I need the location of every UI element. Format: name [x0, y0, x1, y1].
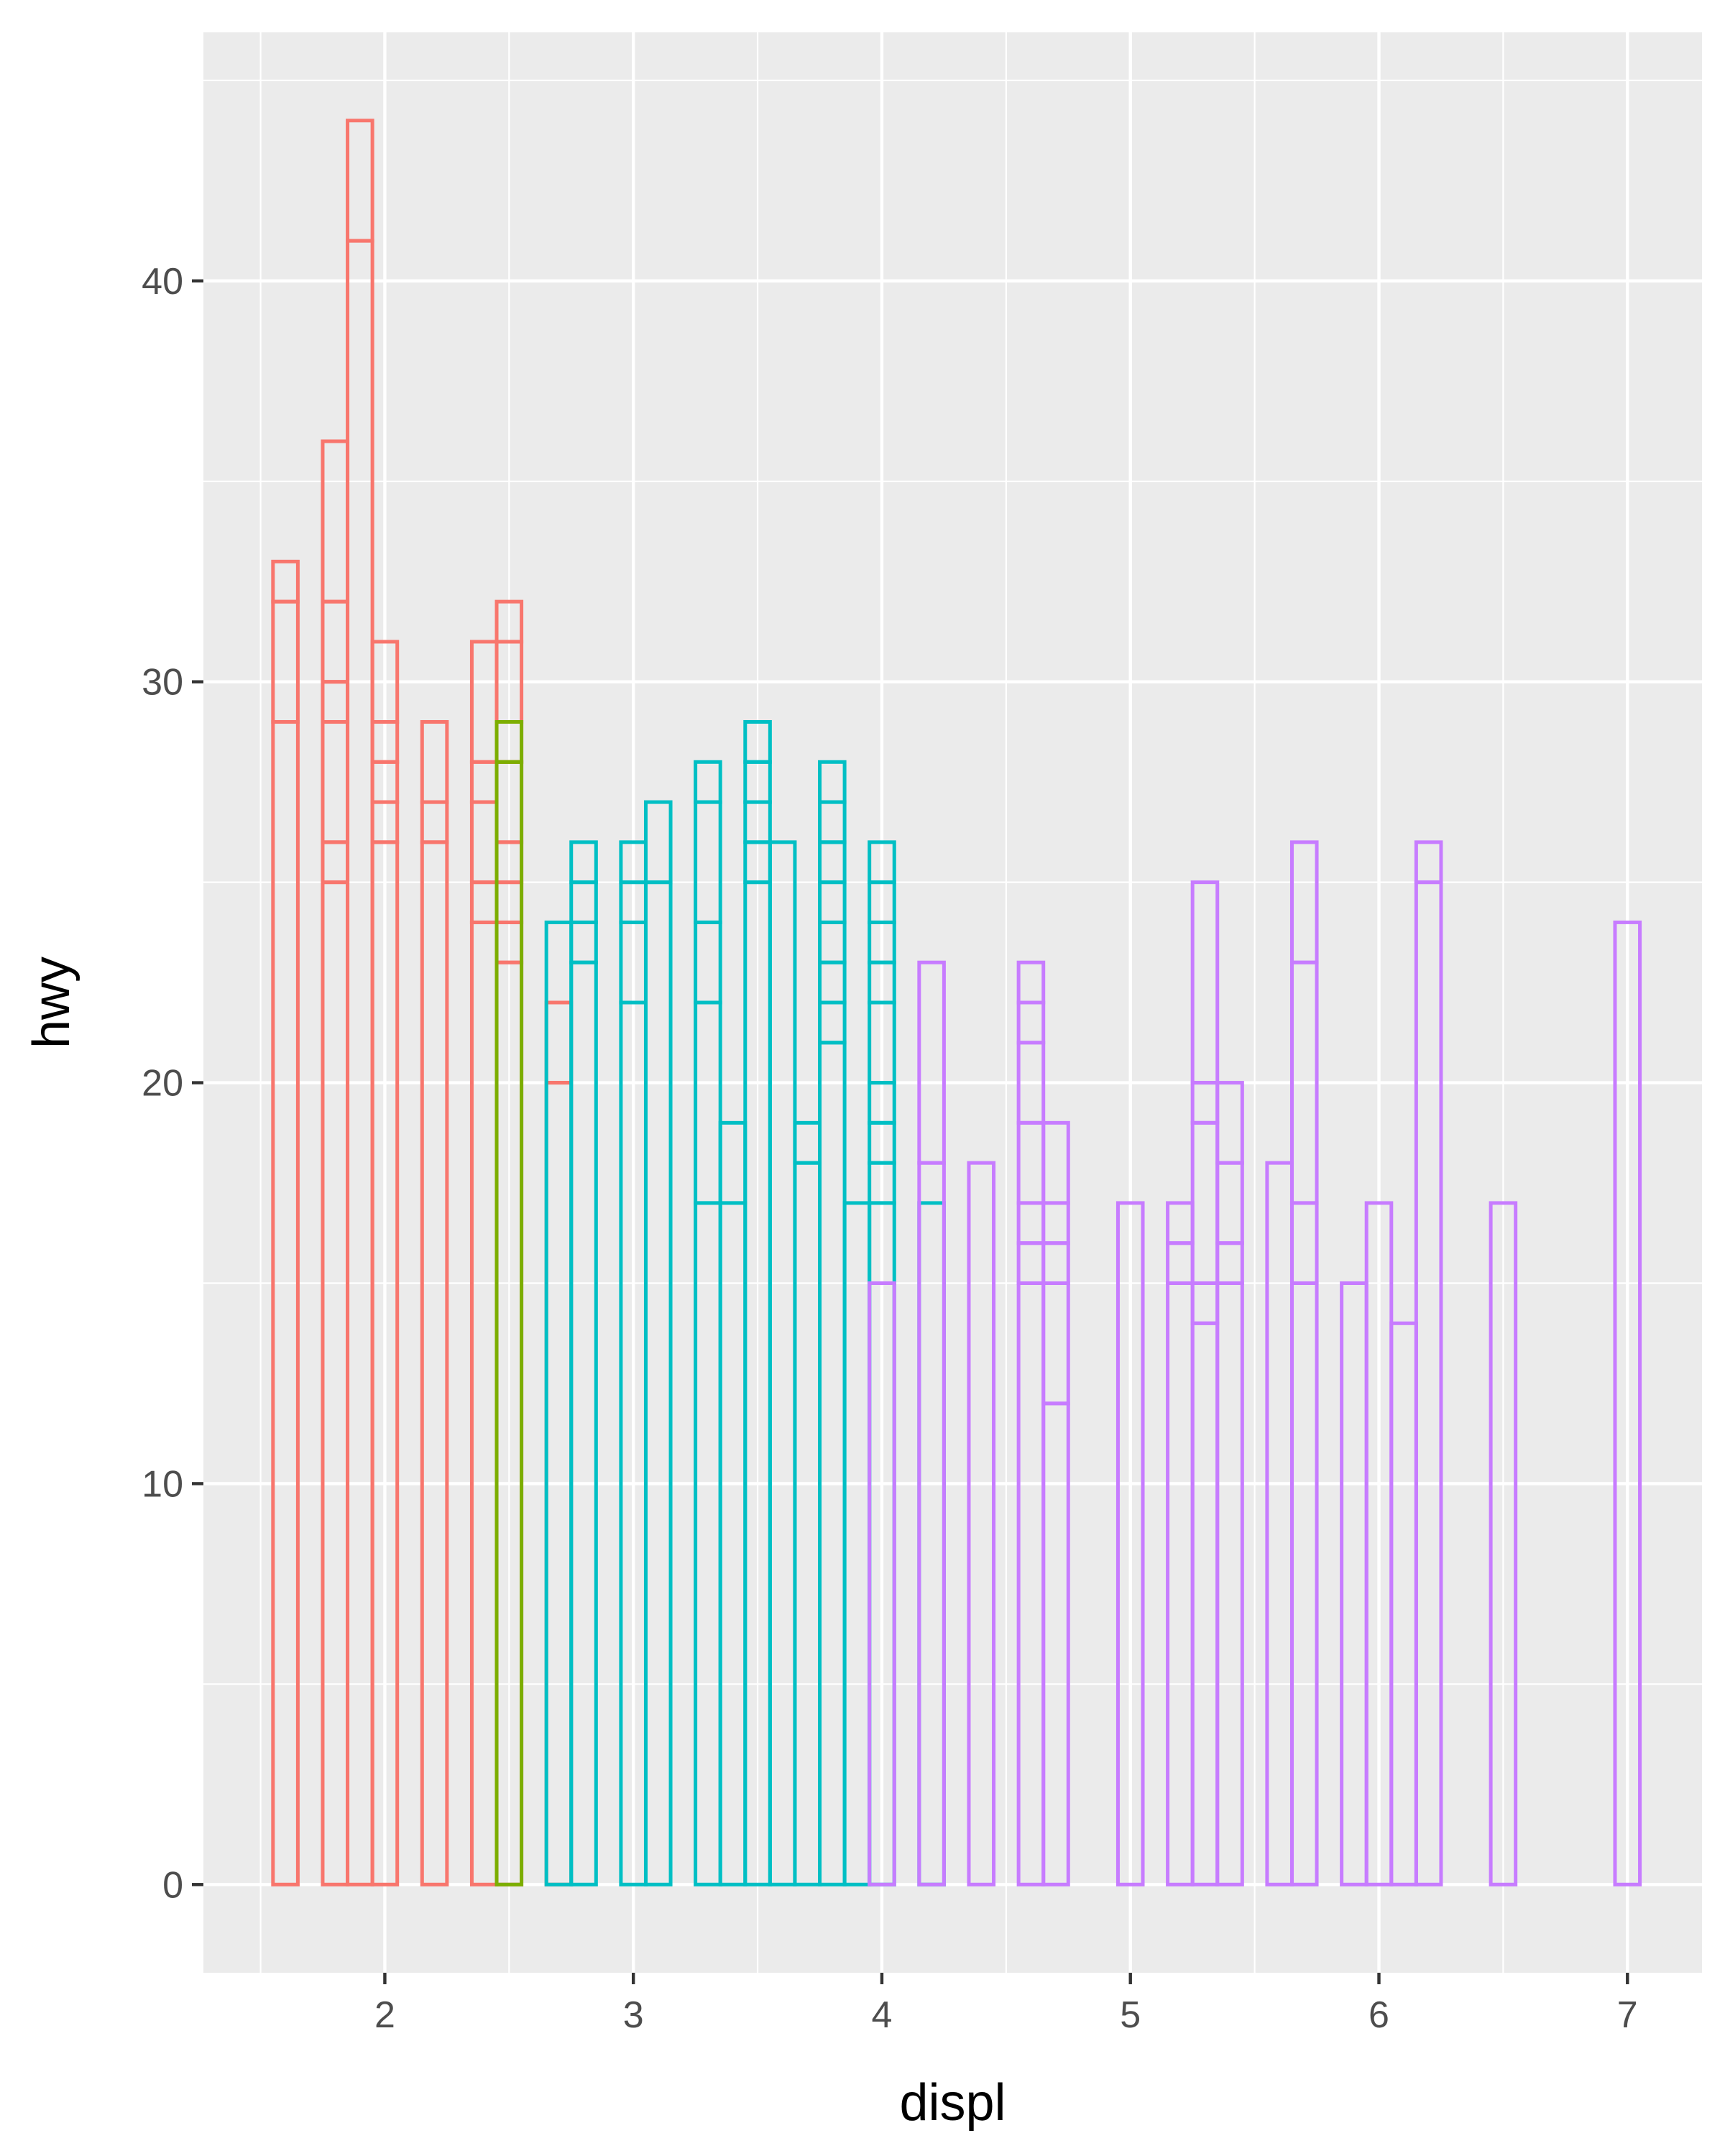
bar-segment	[1016, 960, 1046, 1005]
bar-segment	[271, 559, 300, 604]
bar-segment	[917, 960, 946, 1165]
bar-segment	[494, 599, 524, 644]
bar-segment	[818, 760, 847, 804]
x-tick-label: 4	[871, 1994, 892, 2036]
bar-segment	[643, 800, 673, 885]
bar-segment	[494, 720, 524, 764]
bar-segment	[1116, 1201, 1145, 1886]
bar-segment	[868, 1281, 896, 1886]
bar-segment	[569, 840, 598, 885]
x-tick-label: 3	[623, 1994, 644, 2036]
y-tick-label: 40	[142, 261, 183, 303]
bar-segment	[1414, 840, 1443, 885]
y-tick-label: 30	[142, 662, 183, 704]
x-tick-label: 5	[1120, 1994, 1141, 2036]
bar-segment	[370, 640, 400, 724]
bars-layer	[271, 119, 1642, 1886]
series-green	[494, 720, 524, 1886]
bar-segment	[1489, 1201, 1518, 1886]
bar-segment	[868, 840, 896, 885]
x-tick-label: 7	[1617, 1994, 1638, 2036]
x-axis: 2 3 4 5 6 7	[374, 1973, 1638, 2036]
panel-background	[203, 32, 1702, 1973]
bar-segment	[420, 720, 449, 804]
y-tick-label: 20	[142, 1063, 183, 1105]
x-tick-label: 6	[1368, 1994, 1389, 2036]
bar-segment	[1190, 880, 1220, 1085]
bar-segment	[694, 760, 722, 804]
bar-segment	[1215, 1081, 1244, 1165]
y-tick-label: 0	[162, 1864, 183, 1906]
bar-segment	[1289, 840, 1319, 964]
bar-segment	[967, 1161, 996, 1886]
bar-segment	[1613, 920, 1642, 1886]
y-axis: 0 10 20 30 40	[142, 261, 203, 1906]
grid-minor	[203, 32, 1702, 1973]
x-tick-label: 2	[374, 1994, 395, 2036]
x-axis-title: displ	[899, 2074, 1006, 2132]
bar-segment	[743, 720, 772, 764]
series-purple	[868, 840, 1642, 1886]
bar-segment	[346, 119, 374, 243]
bar-segment	[1041, 1120, 1070, 1205]
y-tick-label: 10	[142, 1463, 183, 1505]
y-axis-title: hwy	[23, 957, 80, 1049]
